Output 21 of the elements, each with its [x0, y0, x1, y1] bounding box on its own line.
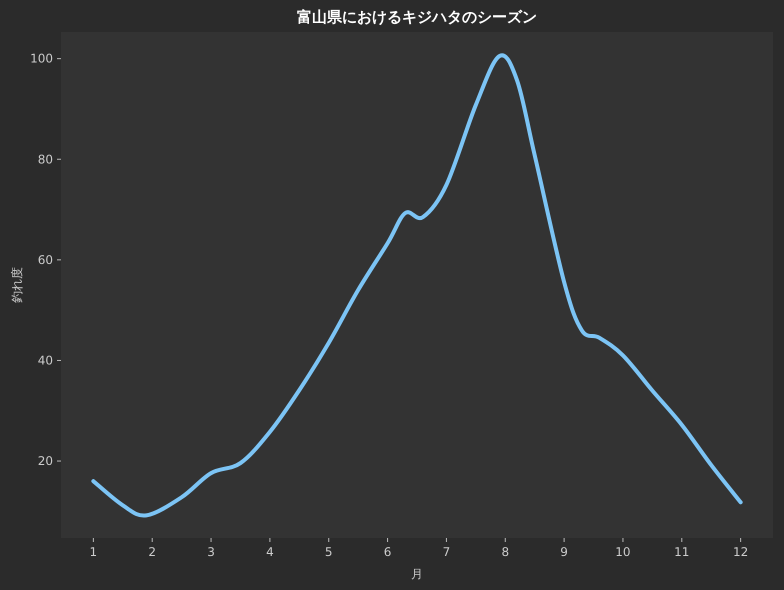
x-tick-label: 11 [674, 545, 690, 559]
x-tick-label: 5 [324, 545, 333, 559]
y-tick-label: 100 [30, 52, 53, 66]
y-tick-label: 40 [38, 353, 53, 368]
x-tick-label: 2 [148, 545, 156, 559]
y-tick-label: 20 [38, 454, 53, 468]
x-tick-label: 10 [615, 545, 631, 559]
chart-title: 富山県におけるキジハタのシーズン [297, 8, 537, 26]
y-tick-label: 80 [38, 152, 53, 166]
y-tick-label: 60 [38, 252, 53, 267]
x-tick-label: 4 [266, 545, 274, 559]
x-tick-label: 7 [442, 545, 450, 559]
x-tick-label: 6 [384, 545, 392, 559]
y-axis-title: 釣れ度 [10, 267, 24, 303]
x-tick-label: 12 [732, 545, 748, 559]
x-tick-label: 1 [90, 545, 98, 559]
x-tick-label: 8 [501, 545, 510, 559]
x-tick-label: 3 [207, 545, 215, 559]
x-tick-label: 9 [560, 545, 568, 559]
line-series [91, 54, 743, 518]
x-axis-title: 月 [411, 567, 423, 581]
